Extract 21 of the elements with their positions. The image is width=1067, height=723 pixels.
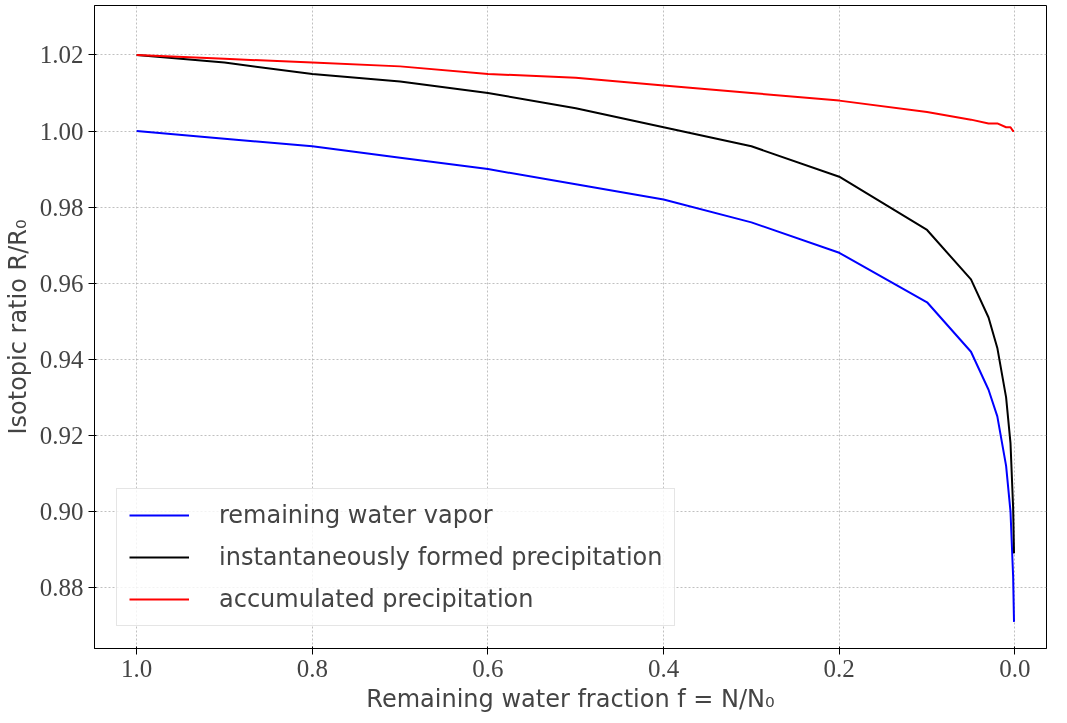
x-tick-label: 1.0 [121,654,153,682]
x-tick-label: 0.4 [647,654,680,682]
y-tick-label: 1.00 [39,117,84,145]
y-tick-label: 0.88 [39,574,84,602]
line-series [135,130,1016,623]
x-tick-label: 0.8 [296,654,328,682]
y-tick-label: 0.90 [39,498,84,526]
legend-label: remaining water vapor [219,501,493,529]
x-axis-title: Remaining water fraction f = N/N₀ [366,684,775,713]
y-tick-label: 0.94 [39,345,84,373]
x-tick-label: 0.6 [472,654,504,682]
y-axis-title: Isotopic ratio R/R₀ [3,219,32,435]
y-tick-label: 0.96 [39,269,84,297]
line-series [135,53,1016,133]
legend-label: accumulated precipitation [219,585,534,613]
y-tick-label: 0.92 [39,421,84,449]
x-tick-label: 0.2 [823,654,855,682]
legend-label: instantaneously formed precipitation [219,543,663,571]
y-tick-label: 1.02 [39,41,84,69]
x-tick-label: 0.0 [999,654,1031,682]
y-tick-label: 0.98 [39,193,84,221]
